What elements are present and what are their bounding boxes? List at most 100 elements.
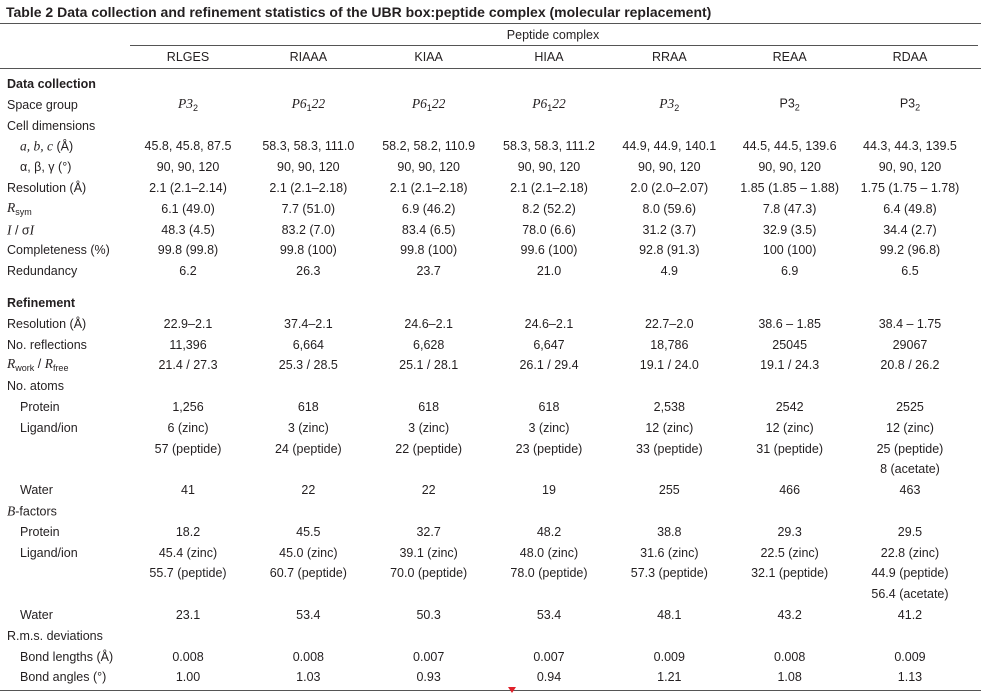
row-label: Resolution (Å) — [7, 180, 87, 195]
cell: 11,396 — [169, 337, 207, 352]
cell: 78.0 (6.6) — [522, 222, 576, 237]
cell: 2542 — [775, 399, 804, 414]
text-segment: 2 — [794, 102, 800, 113]
cell: 23.1 — [175, 607, 201, 622]
cell: 48.0 (zinc) — [519, 545, 579, 560]
cell: 25045 — [772, 337, 808, 352]
cell: P32 — [900, 97, 920, 112]
row-label: R.m.s. deviations — [7, 628, 103, 643]
row-label: B-factors — [7, 504, 57, 518]
row-label: a, b, c (Å) — [20, 138, 73, 154]
cell: 7.7 (51.0) — [281, 201, 336, 216]
cell: 31 (peptide) — [756, 441, 823, 456]
text-segment: -factors — [15, 504, 57, 519]
row-label: Bond angles (°) — [20, 670, 107, 685]
cell: 618 — [538, 399, 560, 414]
row-label: Rwork / Rfree — [7, 357, 68, 373]
cell: 32.9 (3.5) — [762, 222, 817, 237]
cell: 3 (zinc) — [528, 420, 570, 435]
cell: 8 (acetate) — [880, 462, 940, 477]
text-segment: a, b, c — [20, 138, 53, 154]
cell: 0.009 — [894, 649, 926, 664]
row-label: Protein — [20, 399, 60, 414]
cell: 25.3 / 28.5 — [278, 358, 338, 373]
cell: 6,628 — [413, 337, 445, 352]
cell: 60.7 (peptide) — [269, 566, 347, 581]
text-segment: 1 — [426, 102, 432, 113]
cell: 25.1 / 28.1 — [399, 358, 459, 373]
cell: 22.7–2.0 — [644, 316, 694, 331]
cell: 99.6 (100) — [520, 243, 578, 258]
cell: 6,647 — [533, 337, 565, 352]
cell: 90, 90, 120 — [878, 159, 942, 174]
cell: 99.2 (96.8) — [879, 243, 941, 258]
cell: 12 (zinc) — [645, 420, 694, 435]
cell: 8.2 (52.2) — [522, 201, 576, 216]
cell: 22 — [421, 482, 436, 497]
cell: 2.1 (2.1–2.14) — [149, 180, 227, 195]
cell: 53.4 — [536, 607, 562, 622]
cell: 39.1 (zinc) — [399, 545, 458, 560]
cell: 255 — [658, 482, 680, 497]
text-segment: 22 — [552, 95, 566, 111]
cell: 57 (peptide) — [154, 441, 222, 456]
text-segment: sym — [15, 206, 32, 217]
text-segment: P3 — [779, 96, 795, 111]
cell: 90, 90, 120 — [156, 159, 220, 174]
cell: 22.9–2.1 — [163, 316, 213, 331]
cell: 2.1 (2.1–2.18) — [510, 180, 588, 195]
cell: 55.7 (peptide) — [149, 566, 227, 581]
cell: 31.2 (3.7) — [642, 222, 697, 237]
cell: 41 — [181, 482, 195, 497]
cell: 99.8 (100) — [279, 243, 337, 258]
cell: 2.0 (2.0–2.07) — [630, 180, 709, 195]
cell: 7.8 (47.3) — [762, 201, 817, 216]
cell: 32.7 — [416, 524, 441, 539]
cell: 24.6–2.1 — [404, 316, 453, 331]
cell: 58.3, 58.3, 111.2 — [502, 139, 595, 154]
text-segment: P6 — [532, 95, 548, 111]
cell: 78.0 (peptide) — [510, 566, 588, 581]
cell: 0.008 — [172, 649, 204, 664]
row-label: Redundancy — [7, 263, 78, 278]
row-label: Completeness (%) — [7, 243, 110, 258]
cell: 1.13 — [897, 670, 923, 685]
cell: P6122 — [412, 97, 446, 113]
cell: 25 (peptide) — [876, 441, 944, 456]
cell: 26.3 — [296, 263, 321, 278]
rule — [0, 690, 981, 691]
cell: 1.08 — [777, 670, 802, 685]
column-header: HIAA — [534, 49, 564, 64]
cell: 83.4 (6.5) — [401, 222, 456, 237]
cell: 6,664 — [292, 337, 324, 352]
cell: 34.4 (2.7) — [883, 222, 937, 237]
cell: 44.9, 44.9, 140.1 — [622, 139, 717, 154]
column-header: RLGES — [166, 49, 210, 64]
cell: 12 (zinc) — [765, 420, 814, 435]
cell: 6.5 — [901, 263, 919, 278]
row-label: Protein — [20, 524, 60, 539]
text-segment: P3 — [899, 96, 916, 111]
cell: 58.2, 58.2, 110.9 — [382, 139, 476, 154]
row-label: I / σI — [7, 223, 34, 237]
section-title: Data collection — [7, 76, 96, 91]
cell: 4.9 — [660, 263, 679, 278]
cell: 90, 90, 120 — [517, 159, 581, 174]
cell: 29067 — [892, 337, 928, 352]
cell: 38.6 – 1.85 — [758, 316, 821, 331]
row-label: No. atoms — [7, 378, 64, 393]
cell: 48.3 (4.5) — [161, 222, 215, 237]
cell: 99.8 (100) — [400, 243, 458, 258]
cell: 1.03 — [296, 670, 321, 685]
row-label: Resolution (Å) — [7, 316, 87, 331]
cell: 50.3 — [416, 607, 441, 622]
cell: 1.75 (1.75 – 1.78) — [860, 180, 960, 195]
text-segment: P3 — [177, 95, 193, 111]
cell: P32 — [779, 97, 799, 112]
cell: 99.8 (99.8) — [157, 243, 219, 258]
table-title: Table 2 Data collection and refinement s… — [6, 4, 712, 20]
text-segment: / σ — [11, 222, 30, 237]
cell: 0.008 — [292, 649, 324, 664]
row-label: Ligand/ion — [20, 545, 78, 560]
cell: 23 (peptide) — [515, 441, 583, 456]
